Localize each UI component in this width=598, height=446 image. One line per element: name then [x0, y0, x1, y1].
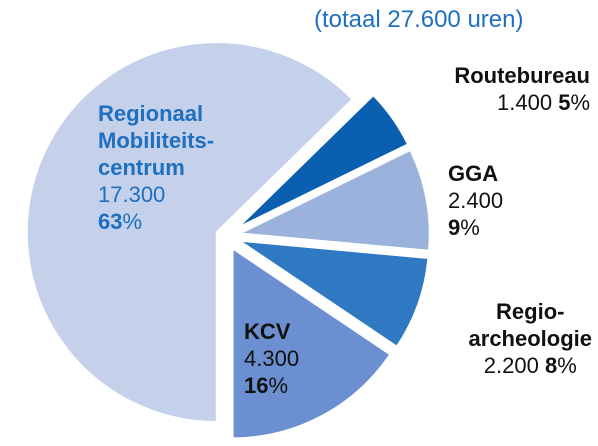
percent-unit: %: [268, 373, 289, 398]
pie-slice: [231, 246, 392, 440]
category-name: Regionaal Mobiliteits- centrum: [98, 101, 215, 180]
value-line: 2.200 8%: [469, 352, 592, 379]
category-name: Routebureau: [454, 63, 590, 88]
slice-label: Regionaal Mobiliteits- centrum 17.300 63%: [98, 100, 214, 235]
value-label: 4.300: [244, 346, 300, 371]
value-label: 2.400: [448, 188, 504, 213]
category-name: GGA: [448, 161, 499, 186]
percent-value: 8: [544, 353, 558, 378]
value-line: 2.400 9%: [448, 187, 503, 241]
value-label: 17.300: [98, 182, 166, 207]
pie-slice: [236, 148, 431, 252]
value-line: 17.300 63%: [98, 181, 214, 235]
pie-slice: [25, 41, 355, 424]
percent-value: 63: [98, 209, 123, 234]
value-line: 4.300 16%: [244, 345, 299, 399]
percent-unit: %: [460, 215, 480, 240]
slice-label: Regio- archeologie 2.200 8%: [469, 298, 592, 379]
percent-value: 5: [558, 90, 571, 115]
percent-unit: %: [122, 209, 143, 234]
percent-unit: %: [557, 353, 577, 378]
category-name: Regio- archeologie: [468, 299, 592, 351]
chart-subtitle: (totaal 27.600 uren): [314, 6, 524, 33]
value-line: 1.400 5%: [454, 89, 590, 116]
slice-label: Routebureau 1.400 5%: [454, 62, 590, 116]
category-name: KCV: [244, 319, 291, 344]
percent-unit: %: [570, 90, 590, 115]
percent-value: 9: [448, 215, 461, 240]
value-label: 2.200: [483, 353, 539, 378]
value-label: 1.400: [497, 90, 553, 115]
slice-label: GGA 2.400 9%: [448, 160, 503, 241]
percent-value: 16: [244, 373, 269, 398]
pie-slice: [236, 93, 410, 229]
pie-slice: [238, 239, 430, 349]
slice-label: KCV 4.300 16%: [244, 318, 299, 399]
